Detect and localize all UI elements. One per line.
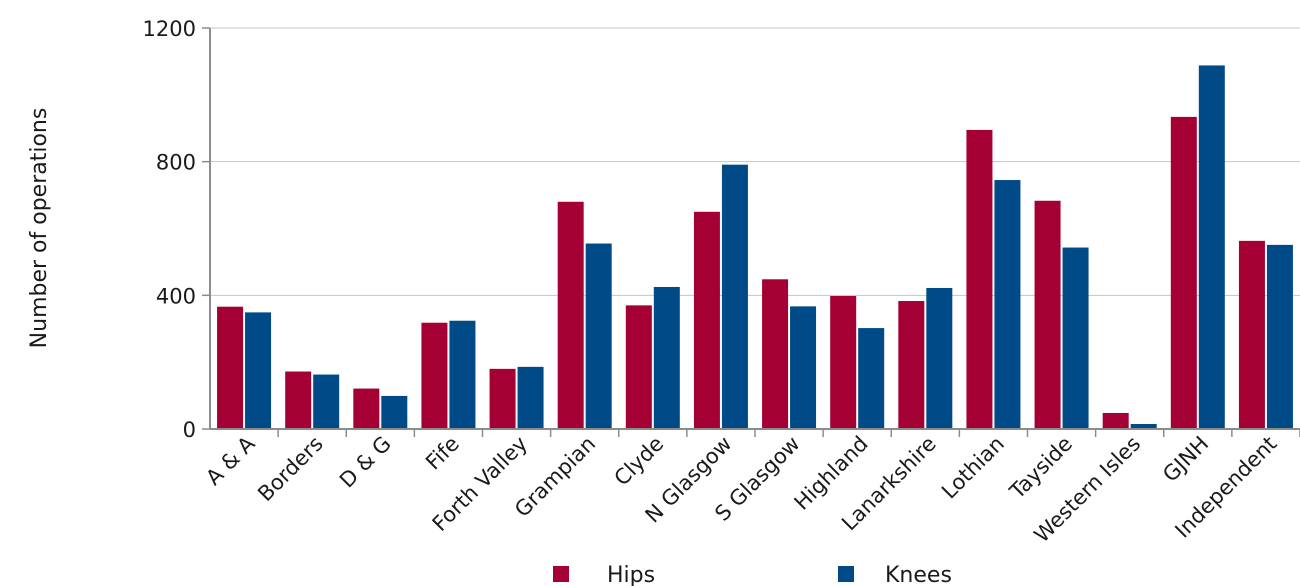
x-tick-label: D & G — [335, 432, 396, 493]
x-tick-label: Borders — [253, 432, 328, 507]
bar-knees — [653, 286, 680, 429]
bar-knees — [381, 395, 408, 429]
bar-hips — [285, 371, 312, 429]
bar-hips — [353, 388, 380, 429]
bar-knees — [245, 312, 272, 429]
bar-knees — [1062, 247, 1089, 429]
bar-hips — [217, 306, 244, 429]
legend-swatch-knees — [838, 566, 854, 582]
bar-hips — [1238, 240, 1265, 429]
bar-hips — [898, 301, 925, 429]
bar-hips — [830, 296, 857, 429]
bar-knees — [858, 328, 885, 429]
bar-knees — [790, 306, 817, 429]
y-tick-labels: 0 400 800 1200 — [143, 17, 196, 442]
x-tick-label: GJNH — [1158, 432, 1213, 487]
bar-knees — [1266, 244, 1293, 429]
legend-label-knees: Knees — [885, 563, 952, 586]
bar-hips — [489, 368, 516, 429]
bar-knees — [1130, 423, 1157, 429]
gridlines — [210, 27, 1300, 296]
bar-hips — [1034, 200, 1061, 429]
bar-knees — [721, 164, 748, 429]
y-tick-label: 800 — [156, 151, 196, 175]
bars — [217, 65, 1293, 429]
bar-hips — [1170, 116, 1197, 429]
y-tick-label: 0 — [183, 418, 196, 442]
x-tick-label: Lothian — [937, 432, 1009, 504]
bar-knees — [1198, 65, 1225, 429]
x-tick-label: A & A — [201, 431, 260, 490]
legend-swatch-hips — [553, 566, 569, 582]
bar-hips — [693, 211, 720, 429]
bar-hips — [762, 279, 789, 429]
bar-knees — [994, 180, 1021, 429]
bar-knees — [517, 366, 544, 429]
bar-knees — [585, 243, 612, 429]
y-tick-label: 1200 — [143, 17, 196, 41]
bar-knees — [449, 320, 476, 429]
bar-hips — [966, 129, 993, 429]
bar-knees — [926, 287, 953, 429]
bar-hips — [421, 322, 448, 429]
y-axis-title: Number of operations — [27, 108, 52, 349]
bar-hips — [625, 305, 652, 429]
legend: Hips Knees — [553, 563, 952, 586]
bar-hips — [1102, 412, 1129, 429]
x-tick-label: Clyde — [610, 432, 669, 491]
legend-label-hips: Hips — [607, 563, 655, 586]
x-tick-label: Fife — [421, 432, 464, 475]
bar-knees — [313, 374, 340, 429]
axes — [202, 27, 1300, 437]
bar-hips — [557, 201, 584, 429]
y-tick-label: 400 — [156, 284, 196, 308]
